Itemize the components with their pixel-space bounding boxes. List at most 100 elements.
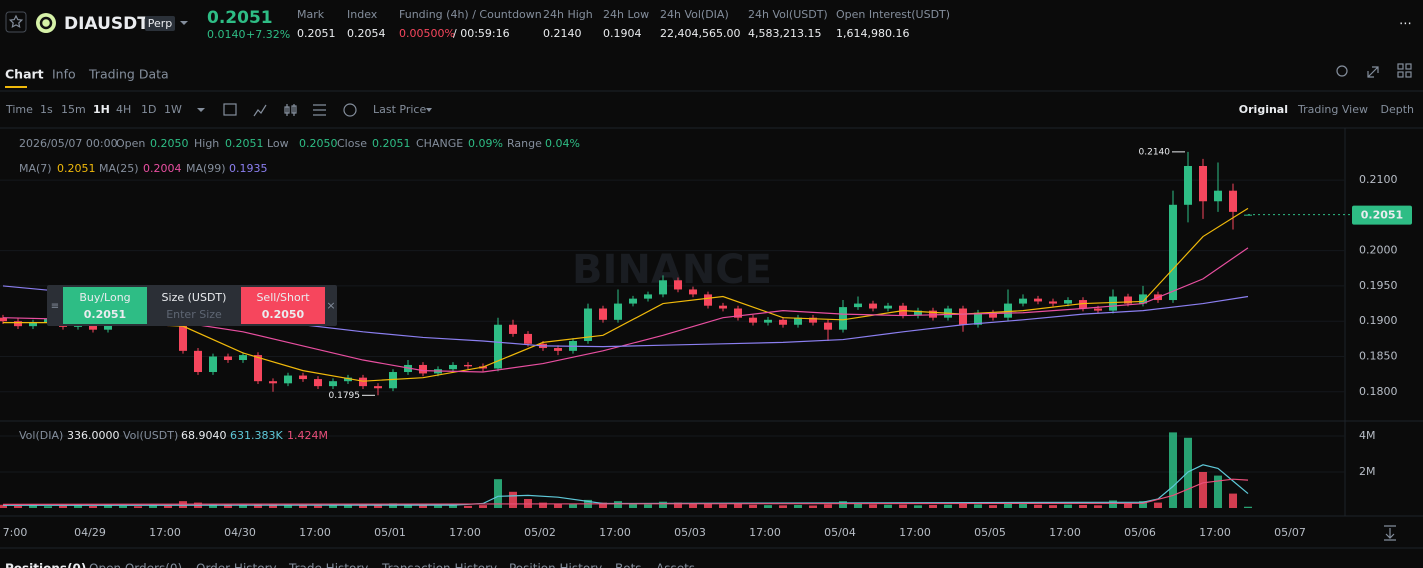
ohlc-label: Low [267, 137, 289, 150]
price-type-dropdown[interactable] [426, 108, 432, 112]
tab[interactable]: Trading Data [88, 67, 169, 82]
bottom-tab[interactable]: Transaction History [381, 562, 497, 568]
stat-value: 22,404,565.00 [660, 27, 740, 40]
sell-button[interactable] [241, 287, 325, 324]
candle-body [1169, 204, 1177, 301]
tab[interactable]: Info [52, 67, 76, 82]
buy-label: Buy/Long [79, 291, 130, 304]
volume-bar [59, 505, 67, 508]
candle-body [1229, 190, 1237, 212]
x-tick-label: 17:00 [1199, 526, 1231, 539]
volume-bar [719, 504, 727, 508]
drag-handle[interactable]: ≡ [51, 301, 59, 312]
x-tick-label: 04/29 [74, 526, 106, 539]
candle-body [1079, 300, 1087, 309]
volume-bar [989, 505, 997, 508]
bottom-tab[interactable]: Order History [196, 562, 277, 568]
size-input[interactable]: Enter Size [166, 308, 222, 321]
interval[interactable]: 1H [93, 103, 110, 116]
coin-icon [36, 13, 56, 33]
interval[interactable]: 15m [61, 103, 86, 116]
active-tab-underline [5, 86, 27, 88]
candle-body [629, 298, 637, 304]
layout-icon[interactable] [1405, 63, 1412, 70]
ma-value: 0.2051 [57, 162, 96, 175]
candle-body [449, 364, 457, 370]
view-option[interactable]: Original [1239, 103, 1288, 116]
bottom-tab[interactable]: Trade History [288, 562, 368, 568]
candle-body [734, 308, 742, 318]
ohlc-value: 0.09% [468, 137, 503, 150]
size-label: Size (USDT) [162, 291, 227, 304]
close-button[interactable]: × [326, 299, 335, 312]
ohlc-label: CHANGE [416, 137, 463, 150]
layout-icon[interactable] [1405, 71, 1412, 78]
favorite-button[interactable] [5, 11, 27, 33]
interval[interactable]: 4H [116, 103, 131, 116]
price-tag: 0.2051 [1361, 209, 1403, 222]
candle-body [314, 379, 322, 387]
price-type[interactable]: Last Price [373, 103, 426, 116]
bottom-tab[interactable]: Assets [656, 562, 695, 568]
layout-icon[interactable] [1397, 71, 1404, 78]
indicator-icon[interactable] [253, 104, 267, 117]
bottom-tab[interactable]: Open Orders(0) [89, 562, 182, 568]
scale-toggle[interactable] [1384, 525, 1396, 541]
candle-body [464, 364, 472, 367]
expand-icon[interactable] [1367, 66, 1379, 78]
candle-body [1214, 190, 1222, 202]
buy-button[interactable] [63, 287, 147, 324]
candle-body [794, 317, 802, 325]
candle-body [869, 303, 877, 309]
drawing-icon[interactable] [343, 103, 357, 117]
volume-bar [614, 501, 622, 508]
volume-bar [359, 504, 367, 508]
stat-label: 24h Low [603, 8, 649, 21]
interval[interactable]: Time [5, 103, 33, 116]
candle-body [1064, 300, 1072, 304]
interval[interactable]: 1W [164, 103, 182, 116]
settings-icon[interactable] [313, 104, 326, 116]
stat-value: 0.2051 [297, 27, 336, 40]
more-menu[interactable]: ⋯ [1399, 17, 1412, 32]
candle-body [914, 310, 922, 316]
badge: Perp [148, 17, 173, 30]
volume-bar [1244, 506, 1252, 508]
candle-body [599, 308, 607, 320]
bottom-tab[interactable]: Positions(0) [5, 562, 86, 568]
candle-body [689, 289, 697, 295]
view-option[interactable]: Trading View [1297, 103, 1368, 116]
symbol-dropdown[interactable] [180, 21, 188, 25]
layout-icon[interactable] [1397, 63, 1404, 70]
symbol[interactable]: DIAUSDT [64, 14, 149, 34]
stat-label: Mark [297, 8, 325, 21]
chart-type-icon[interactable] [284, 104, 297, 116]
volume-bar [1169, 432, 1177, 508]
x-tick-label: 17:00 [449, 526, 481, 539]
ohlc-value: 0.2050 [299, 137, 338, 150]
vol-value: 1.424M [287, 429, 328, 442]
x-tick-label: 17:00 [1049, 526, 1081, 539]
ohlc-label: Range [507, 137, 542, 150]
calendar-icon[interactable] [223, 103, 237, 116]
stat-value: 0.2054 [347, 27, 386, 40]
ma-value: 0.2004 [143, 162, 182, 175]
vol-ma-line [2, 464, 1249, 506]
candle-body [674, 280, 682, 290]
vol-tick-label: 2M [1359, 465, 1376, 478]
interval[interactable]: 1s [40, 103, 53, 116]
view-option[interactable]: Depth [1380, 103, 1414, 116]
candle-body [974, 312, 982, 325]
interval-dropdown[interactable] [197, 108, 205, 112]
volume-bar [29, 505, 37, 508]
tab[interactable]: Chart [5, 67, 44, 82]
volume-bar [314, 505, 322, 508]
volume-bar [944, 504, 952, 508]
ohlc-label: High [194, 137, 219, 150]
interval[interactable]: 1D [141, 103, 156, 116]
order-panel: ≡ × Buy/Long 0.2051 Size (USDT) Enter Si… [47, 285, 337, 326]
candle-body [1184, 165, 1192, 205]
bottom-tab[interactable]: Bots [615, 562, 642, 568]
bottom-tab[interactable]: Position History [509, 562, 602, 568]
alert-icon[interactable] [1336, 65, 1348, 77]
